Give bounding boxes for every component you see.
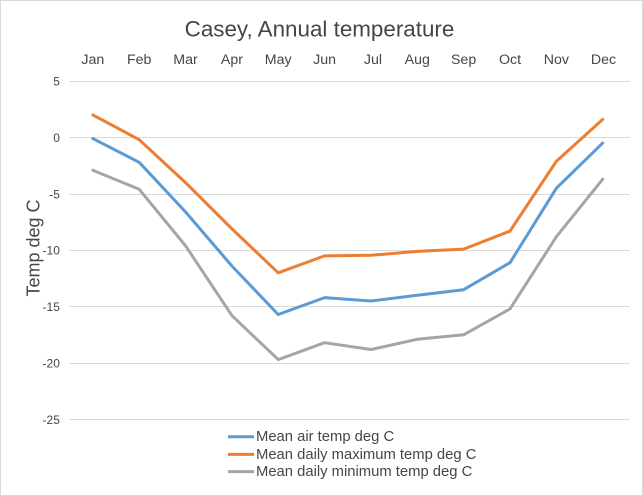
svg-text:Mean daily maximum temp deg C: Mean daily maximum temp deg C xyxy=(256,447,477,463)
svg-text:Jun: Jun xyxy=(313,52,336,68)
svg-text:Jan: Jan xyxy=(81,52,104,68)
svg-text:Oct: Oct xyxy=(499,52,521,68)
svg-text:Casey, Annual temperature: Casey, Annual temperature xyxy=(185,16,455,41)
svg-text:-15: -15 xyxy=(43,300,61,314)
svg-text:Temp deg C: Temp deg C xyxy=(24,199,44,296)
svg-text:0: 0 xyxy=(53,131,60,145)
svg-text:Nov: Nov xyxy=(544,52,570,68)
svg-text:May: May xyxy=(265,52,293,68)
svg-text:Mean daily minimum temp deg C: Mean daily minimum temp deg C xyxy=(256,464,473,480)
svg-text:5: 5 xyxy=(53,75,60,89)
svg-text:-25: -25 xyxy=(43,413,61,427)
svg-text:Mean air temp deg C: Mean air temp deg C xyxy=(256,429,394,445)
svg-text:Mar: Mar xyxy=(173,52,198,68)
svg-text:Aug: Aug xyxy=(405,52,430,68)
svg-text:-5: -5 xyxy=(49,187,60,201)
svg-text:-20: -20 xyxy=(43,357,61,371)
svg-text:Dec: Dec xyxy=(591,52,616,68)
svg-text:-10: -10 xyxy=(43,244,61,258)
svg-text:Feb: Feb xyxy=(127,52,152,68)
svg-text:Sep: Sep xyxy=(451,52,476,68)
svg-text:Apr: Apr xyxy=(221,52,243,68)
svg-text:Jul: Jul xyxy=(364,52,382,68)
